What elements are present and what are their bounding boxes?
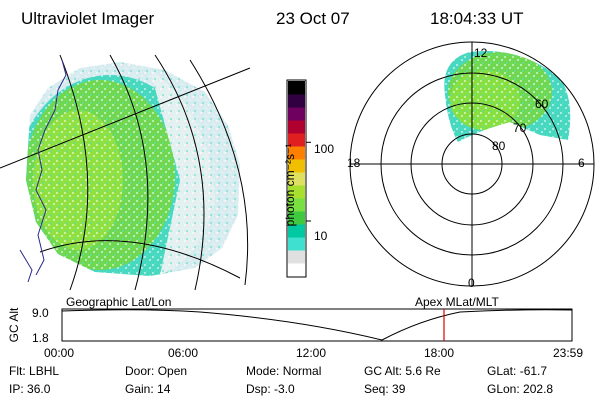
colorbar-swatch	[288, 198, 305, 212]
status-seq: Seq: 39	[364, 382, 406, 396]
status-glat: GLat: -61.7	[487, 364, 548, 378]
time-label: 18:04:33 UT	[430, 9, 524, 28]
colorbar-swatch	[288, 107, 305, 121]
colorbar-swatch	[288, 159, 305, 173]
mlt-label-0: 0	[468, 276, 475, 290]
timeline-xtick-0: 00:00	[44, 346, 75, 360]
status-gain: Gain: 14	[125, 382, 171, 396]
mlat-label-60: 60	[535, 97, 549, 111]
colorbar-swatch	[288, 133, 305, 147]
instrument-title: Ultraviolet Imager	[21, 9, 155, 28]
status-glon: GLon: 202.8	[487, 382, 554, 396]
status-dsp: Dsp: -3.0	[246, 382, 295, 396]
timeline-xtick-3: 18:00	[424, 346, 455, 360]
status-gc-alt: GC Alt: 5.6 Re	[364, 364, 441, 378]
status-door: Door: Open	[125, 364, 188, 378]
polar-panel	[349, 41, 595, 287]
colorbar-swatch	[288, 120, 305, 134]
colorbar-swatch	[288, 237, 305, 251]
mlat-label-80: 80	[492, 139, 506, 153]
colorbar-swatch	[288, 172, 305, 186]
colorbar-swatch	[288, 81, 305, 95]
mlt-label-6: 6	[578, 156, 585, 170]
colorbar-swatch	[288, 263, 305, 277]
timeline-xtick-2: 12:00	[296, 346, 327, 360]
timeline-ytick-top: 9.0	[32, 306, 49, 320]
mlat-label-70: 70	[513, 121, 527, 135]
timeline-xtick-4: 23:59	[553, 346, 584, 360]
colorbar-swatch	[288, 185, 305, 199]
colorbar-swatch	[288, 250, 305, 264]
status-ip: IP: 36.0	[9, 382, 51, 396]
colorbar-tick-10: 10	[314, 229, 328, 243]
date-label: 23 Oct 07	[276, 9, 350, 28]
colorbar-swatch	[288, 211, 305, 225]
colorbar-tick-100: 100	[314, 142, 335, 156]
geo-panel-label: Geographic Lat/Lon	[66, 295, 172, 309]
colorbar-unit-label: photon cm⁻²s⁻¹	[283, 143, 297, 227]
colorbar-swatch	[288, 94, 305, 108]
geo-image-panel	[0, 54, 251, 291]
timeline-plot	[61, 308, 573, 342]
status-mode: Mode: Normal	[246, 364, 322, 378]
mlt-label-12: 12	[474, 46, 488, 60]
polar-panel-label: Apex MLat/MLT	[415, 295, 499, 309]
timeline-xtick-1: 06:00	[168, 346, 199, 360]
timeline-axis-label: GC Alt	[7, 307, 21, 343]
colorbar-swatch	[288, 224, 305, 238]
colorbar-swatch	[288, 146, 305, 160]
status-flt: Flt: LBHL	[9, 364, 60, 378]
mlt-label-18: 18	[347, 156, 361, 170]
timeline-ytick-bottom: 1.8	[32, 331, 49, 345]
colorbar	[286, 79, 311, 278]
